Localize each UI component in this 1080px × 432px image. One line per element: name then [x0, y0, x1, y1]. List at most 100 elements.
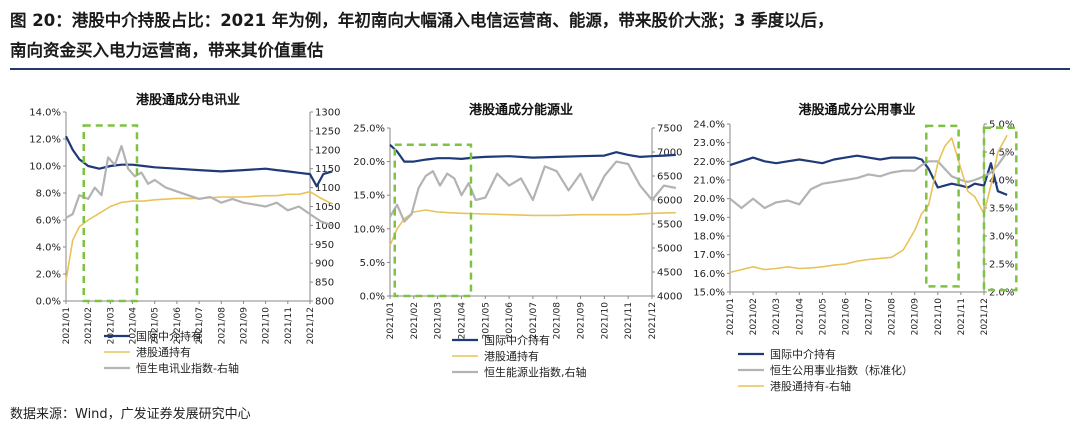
y-left-tick-label: 15.0% — [693, 288, 725, 299]
chart-title: 港股通成分公用事业 — [798, 102, 915, 118]
x-tick-label: 2021/04 — [795, 298, 805, 336]
title-rule — [10, 68, 1070, 70]
y-right-tick-label: 5000 — [657, 244, 682, 255]
y-right-tick-label: 4500 — [657, 268, 682, 279]
series-line-ccass — [65, 135, 333, 188]
y-left-tick-label: 14.0% — [29, 108, 61, 119]
y-right-tick-label: 1000 — [315, 221, 340, 232]
legend-label: 恒生公用事业指数（标准化） — [770, 363, 913, 377]
figure-title: 图 20：港股中介持股占比：2021 年为例，年初南向大幅涌入电信运营商、能源，… — [10, 6, 1070, 66]
y-left-tick-label: 22.0% — [693, 157, 725, 168]
y-left-tick-label: 21.0% — [693, 176, 725, 187]
legend-label: 港股通持有 — [484, 349, 539, 363]
x-tick-label: 2021/02 — [410, 302, 420, 339]
y-left-tick-label: 10.0% — [353, 224, 385, 235]
y-right-tick-label: 4.0% — [989, 176, 1014, 187]
y-right-tick-label: 3.0% — [989, 232, 1014, 243]
x-tick-label: 2021/03 — [434, 302, 444, 339]
y-right-tick-label: 800 — [315, 297, 334, 308]
x-tick-label: 2021/08 — [553, 302, 563, 340]
y-right-tick-label: 1150 — [315, 164, 340, 175]
y-right-tick-label: 950 — [315, 240, 334, 251]
x-tick-label: 2021/03 — [106, 307, 116, 344]
x-tick-label: 2021/01 — [62, 307, 72, 344]
x-tick-label: 2021/08 — [217, 307, 227, 345]
y-right-tick-label: 2.0% — [989, 288, 1014, 299]
y-left-tick-label: 0.0% — [360, 292, 385, 303]
y-right-tick-label: 1100 — [315, 183, 340, 194]
y-right-tick-label: 1050 — [315, 202, 340, 213]
highlight-box — [925, 124, 960, 288]
x-tick-label: 2021/07 — [529, 302, 539, 339]
legend-label: 港股通持有 — [136, 345, 191, 359]
y-left-tick-label: 15.0% — [353, 191, 385, 202]
y-left-tick-label: 12.0% — [29, 135, 61, 146]
y-left-tick-label: 10.0% — [29, 162, 61, 173]
x-tick-label: 2021/01 — [726, 298, 736, 335]
x-tick-label: 2021/10 — [262, 307, 272, 345]
chart-title: 港股通成分电讯业 — [136, 92, 240, 108]
x-tick-label: 2021/06 — [173, 307, 183, 345]
x-tick-label: 2021/06 — [841, 298, 851, 336]
y-right-tick-label: 850 — [315, 278, 334, 289]
x-tick-label: 2021/03 — [772, 298, 782, 335]
legend-label: 港股通持有-右轴 — [770, 379, 851, 393]
y-left-tick-label: 23.0% — [693, 138, 725, 149]
y-right-tick-label: 1250 — [315, 126, 340, 137]
x-tick-label: 2021/07 — [865, 298, 875, 335]
x-tick-label: 2021/05 — [818, 298, 828, 335]
y-right-tick-label: 5.0% — [989, 120, 1014, 131]
series-line-ccass — [729, 154, 1008, 196]
y-left-tick-label: 17.0% — [693, 250, 725, 261]
figure-title-line-2: 南向资金买入电力运营商，带来其价值重估 — [10, 41, 324, 60]
y-right-tick-label: 5500 — [657, 220, 682, 231]
y-right-tick-label: 4000 — [657, 292, 682, 303]
x-tick-label: 2021/02 — [84, 307, 94, 344]
source-note: 数据来源：Wind，广发证券发展研究中心 — [10, 407, 251, 422]
y-left-tick-label: 8.0% — [36, 189, 61, 200]
x-tick-label: 2021/10 — [600, 302, 610, 340]
y-left-tick-label: 18.0% — [693, 232, 725, 243]
x-tick-label: 2021/04 — [129, 307, 139, 345]
series-line-index — [729, 151, 1009, 210]
chart-telecom-svg: 港股通成分电讯业 0.0% 2.0% 4.0% 6.0% 8.0% 10.0% 12.0% 14… — [29, 92, 340, 375]
legend-label: 国际中介持有 — [770, 347, 836, 361]
y-left-tick-label: 25.0% — [353, 124, 385, 135]
x-tick-label: 2021/12 — [980, 298, 990, 335]
series-line-southbound — [65, 190, 333, 281]
y-left-tick-label: 6.0% — [36, 216, 61, 227]
y-left-tick-label: 0.0% — [36, 297, 61, 308]
x-tick-label: 2021/09 — [911, 298, 921, 336]
y-right-tick-label: 6000 — [657, 196, 682, 207]
x-tick-label: 2021/10 — [934, 298, 944, 336]
x-tick-label: 2021/09 — [577, 302, 587, 340]
legend-label: 国际中介持有 — [136, 329, 202, 343]
series-line-southbound — [389, 209, 676, 246]
highlight-box — [393, 143, 473, 298]
y-left-tick-label: 20.0% — [693, 194, 725, 205]
chart-title: 港股通成分能源业 — [469, 102, 573, 118]
y-left-tick-label: 16.0% — [693, 269, 725, 280]
y-left-tick-label: 2.0% — [36, 270, 61, 281]
x-tick-label: 2021/04 — [457, 302, 467, 340]
x-tick-label: 2021/11 — [284, 307, 294, 344]
y-left-tick-label: 4.0% — [36, 243, 61, 254]
y-right-tick-label: 900 — [315, 259, 334, 270]
x-tick-label: 2021/05 — [481, 302, 491, 339]
series-line-southbound — [729, 134, 1008, 274]
x-tick-label: 2021/09 — [239, 307, 249, 345]
x-tick-label: 2021/12 — [306, 307, 316, 344]
figure-title-line-1: 图 20：港股中介持股占比：2021 年为例，年初南向大幅涌入电信运营商、能源，… — [10, 11, 834, 30]
highlight-box — [982, 126, 1018, 292]
chart-utility: 港股通成分公用事业 15.0% 16.0% 17.0% 18.0% 19.0% 20.0% 2… — [688, 78, 1072, 396]
y-right-tick-label: 4.5% — [989, 148, 1014, 159]
y-left-tick-label: 5.0% — [360, 258, 385, 269]
x-tick-label: 2021/02 — [749, 298, 759, 335]
x-tick-label: 2021/01 — [386, 302, 396, 339]
chart-energy: 港股通成分能源业 0.0% 5.0% 10.0% 15.0% 20.0% 25.0% 4000… — [352, 78, 682, 396]
x-tick-label: 2021/06 — [505, 302, 515, 340]
y-right-tick-label: 7500 — [657, 124, 682, 135]
legend-label: 国际中介持有 — [484, 333, 550, 347]
y-left-tick-label: 19.0% — [693, 213, 725, 224]
y-left-tick-label: 24.0% — [693, 120, 725, 131]
